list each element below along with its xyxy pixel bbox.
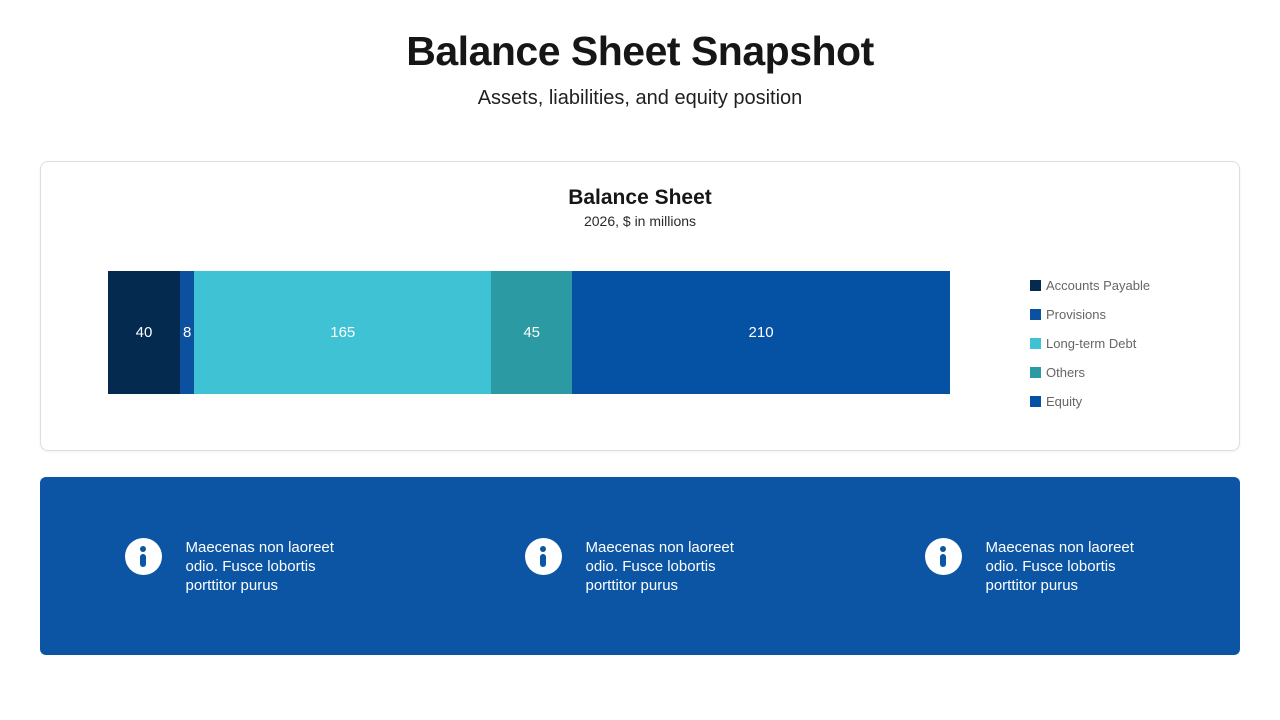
info-banner: Maecenas non laoreet odio. Fusce loborti… [40,477,1240,655]
info-icon-dot [940,545,946,552]
legend-item: Long-term Debt [1030,329,1150,358]
legend-label: Accounts Payable [1046,278,1151,293]
bar-value-label: 165 [330,324,356,341]
legend-swatch [1030,396,1041,407]
bar-segment-long-term-debt: 165 [194,271,492,394]
chart-title: Balance Sheet [568,186,712,209]
bar-segment-provisions: 8 [179,271,195,394]
info-icon-stem [940,553,946,567]
info-item: Maecenas non laoreet odio. Fusce loborti… [840,512,1240,595]
chart-area: 40 8 165 45 210 Accounts Payable Provisions Lo… [108,271,1239,416]
legend-label: Provisions [1046,307,1106,322]
info-icon-dot [140,545,146,552]
bar-segment-equity: 210 [572,271,950,394]
legend-item: Provisions [1030,300,1150,329]
chart-subtitle: 2026, $ in millions [583,213,697,229]
bar-value-label: 210 [748,324,774,341]
info-text: Maecenas non laoreet odio. Fusce loborti… [985,538,1134,594]
info-icon-dot [540,545,546,552]
page-subtitle: Assets, liabilities, and equity position [477,87,803,109]
info-item: Maecenas non laoreet odio. Fusce loborti… [440,512,840,595]
stacked-bar: 40 8 165 45 210 [108,271,950,394]
bar-value-label: 8 [182,324,192,341]
info-icon-stem [540,553,546,567]
info-icon [124,537,162,575]
bar-value-label: 45 [523,324,540,341]
legend: Accounts Payable Provisions Long-term Debt… [1030,271,1150,416]
info-text: Maecenas non laoreet odio. Fusce loborti… [185,538,334,594]
bar-value-label: 40 [135,324,153,341]
info-item: Maecenas non laoreet odio. Fusce loborti… [40,512,440,595]
legend-label: Long-term Debt [1046,336,1137,351]
legend-label: Equity [1046,394,1083,409]
legend-swatch [1030,309,1041,320]
balance-sheet-chart-card: Balance Sheet 2026, $ in millions 40 8 165… [40,161,1240,451]
info-icon-stem [140,553,146,567]
info-text: Maecenas non laoreet odio. Fusce loborti… [585,538,734,594]
legend-swatch [1030,338,1041,349]
legend-item: Others [1030,358,1150,387]
legend-swatch [1030,280,1041,291]
bar-segment-others: 45 [491,271,573,394]
info-icon [524,537,562,575]
page-title: Balance Sheet Snapshot [406,28,874,74]
info-icon [924,537,962,575]
legend-item: Accounts Payable [1030,271,1150,300]
bar-segment-accounts-payable: 40 [108,271,180,394]
legend-label: Others [1046,365,1086,380]
legend-item: Equity [1030,387,1150,416]
legend-swatch [1030,367,1041,378]
